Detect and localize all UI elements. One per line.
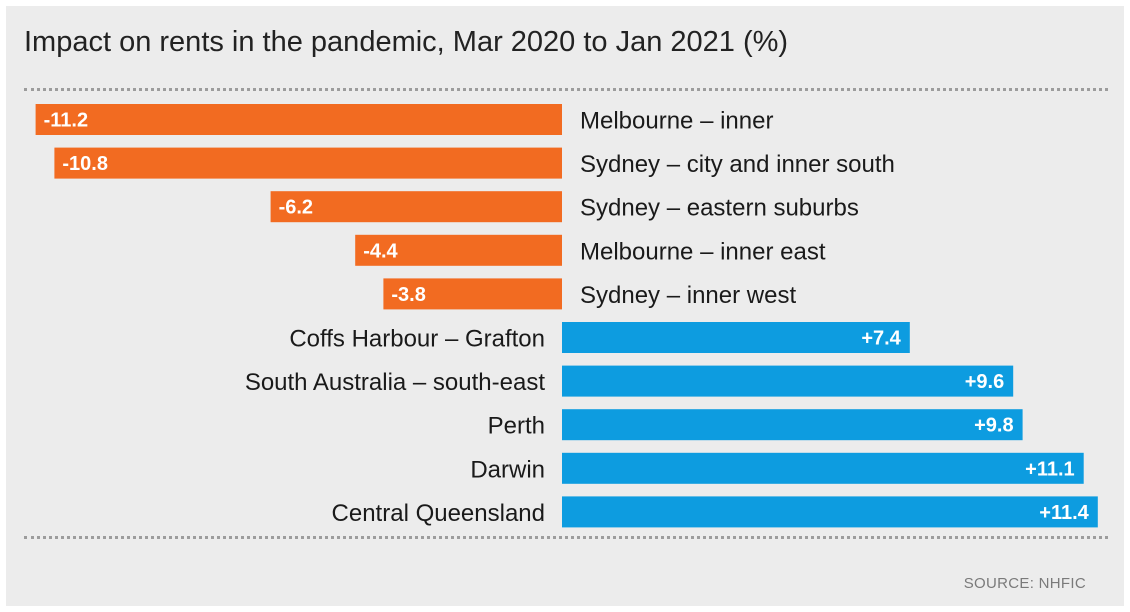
top-dotted-divider (24, 88, 1108, 91)
bar-row: +7.4 Coffs Harbour – Grafton (289, 322, 910, 353)
bar-row: +11.4 Central Queensland (332, 496, 1098, 528)
bar-value-label: +7.4 (861, 328, 901, 350)
bar-row: +9.6 South Australia – south-east (245, 365, 1014, 397)
source-note: SOURCE: NHFIC (963, 575, 1086, 592)
bar-value-label: -10.8 (62, 153, 108, 175)
bar (562, 452, 1084, 484)
bar-value-label: -6.2 (279, 197, 313, 219)
bar (35, 104, 563, 135)
bar (54, 147, 563, 179)
bar (562, 496, 1098, 528)
category-label: Melbourne – inner east (580, 238, 826, 265)
category-label: Sydney – eastern suburbs (580, 195, 859, 222)
bar-value-label: +11.4 (1039, 502, 1089, 524)
chart-card: Impact on rents in the pandemic, Mar 202… (6, 6, 1124, 606)
bar (562, 322, 910, 353)
bar (562, 409, 1023, 441)
bar-value-label: -4.4 (363, 240, 398, 262)
bar-value-label: -3.8 (391, 284, 425, 306)
category-label: Perth (488, 413, 545, 440)
bar-value-label: +9.8 (974, 415, 1013, 437)
category-label: Sydney – inner west (580, 282, 796, 309)
bar (270, 191, 562, 223)
bar-value-label: +9.6 (965, 371, 1004, 393)
bar-row: +11.1 Darwin (470, 452, 1084, 484)
category-label: Coffs Harbour – Grafton (289, 326, 545, 353)
bar-row: -3.8 Sydney – inner west (383, 278, 796, 310)
bottom-dotted-divider (24, 536, 1108, 539)
category-label: South Australia – south-east (245, 369, 546, 396)
bar-row: -10.8 Sydney – city and inner south (54, 147, 895, 179)
bar (562, 365, 1014, 397)
bar-row: -4.4 Melbourne – inner east (355, 234, 826, 266)
bar-row: -6.2 Sydney – eastern suburbs (270, 191, 859, 223)
category-label: Darwin (470, 456, 545, 483)
bar-chart: -11.2 Melbourne – inner -10.8 Sydney – city… (35, 104, 1098, 528)
category-label: Melbourne – inner (580, 108, 773, 135)
bar-value-label: +11.1 (1025, 458, 1075, 480)
category-label: Central Queensland (332, 500, 545, 527)
bar-row: -11.2 Melbourne – inner (35, 104, 773, 135)
bar (355, 234, 562, 266)
bar-row: +9.8 Perth (488, 409, 1023, 441)
bar-value-label: -11.2 (44, 110, 88, 132)
chart-title: Impact on rents in the pandemic, Mar 202… (24, 26, 789, 58)
bar (383, 278, 562, 310)
category-label: Sydney – city and inner south (580, 151, 895, 178)
